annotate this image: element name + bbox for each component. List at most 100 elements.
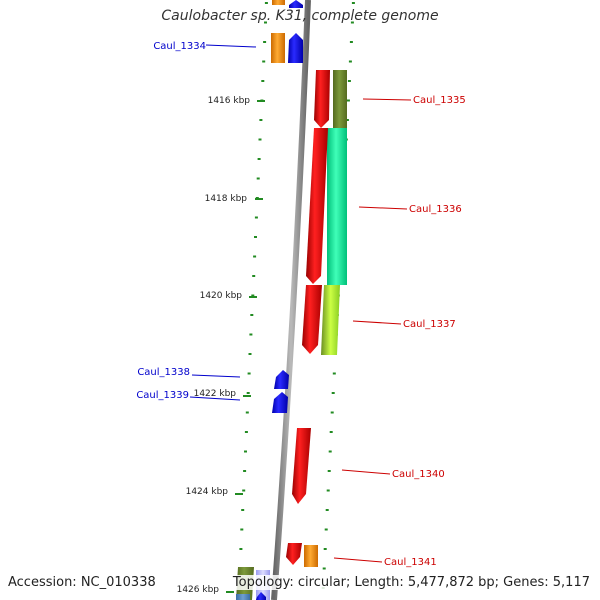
leader-1337 — [352, 320, 402, 325]
cog-block-1334-a[interactable] — [272, 0, 285, 5]
inner-tick — [257, 158, 261, 160]
inner-tick — [251, 294, 255, 297]
gene-arrow-1340[interactable] — [292, 428, 311, 504]
outer-tick — [329, 431, 333, 433]
inner-tick — [247, 372, 251, 375]
inner-tick — [262, 60, 266, 63]
outer-tick — [326, 489, 330, 492]
gene-label-1334[interactable]: Caul_1334 — [153, 41, 206, 52]
gene-arrow-1339[interactable] — [272, 392, 288, 413]
inner-tick — [264, 21, 267, 24]
gene-arrow-1337[interactable] — [302, 285, 322, 354]
outer-tick — [327, 470, 331, 472]
inner-tick — [240, 528, 244, 531]
kbp-major-tick — [243, 395, 251, 397]
inner-tick — [254, 216, 258, 219]
outer-tick — [328, 450, 332, 453]
inner-tick — [261, 80, 265, 82]
inner-tick — [243, 470, 247, 472]
gene-arrow-1341[interactable] — [286, 543, 302, 565]
cog-block-1337[interactable] — [321, 285, 340, 355]
kbp-major-ticks — [226, 100, 265, 593]
kbp-scale: 1416 kbp 1418 kbp 1420 kbp 1422 kbp 1424… — [177, 96, 251, 595]
inner-tick — [263, 41, 267, 43]
inner-tick — [258, 138, 262, 141]
outer-tick — [325, 509, 329, 511]
inner-tick — [246, 392, 250, 394]
gene-arrow-1336[interactable] — [306, 128, 328, 284]
leader-1341 — [333, 557, 383, 563]
gene-arrow-1342-partial[interactable] — [256, 592, 266, 600]
label-leaders — [189, 44, 412, 563]
inner-tick — [249, 333, 253, 336]
gene-label-1338[interactable]: Caul_1338 — [137, 367, 190, 378]
scale-label-1416: 1416 kbp — [208, 96, 251, 106]
gene-label-1337[interactable]: Caul_1337 — [403, 319, 456, 330]
gene-label-1341[interactable]: Caul_1341 — [384, 557, 437, 568]
gene-arrow-1334-partial[interactable] — [289, 0, 303, 8]
leader-1335 — [362, 98, 412, 101]
leader-1340 — [341, 469, 391, 475]
kbp-major-tick — [249, 296, 257, 298]
outer-tick — [324, 528, 328, 531]
gene-arrows — [256, 0, 330, 600]
inner-tick — [245, 411, 249, 414]
scale-label-1426: 1426 kbp — [177, 585, 220, 595]
inner-tick — [244, 450, 247, 453]
genome-summary-text: Topology: circular; Length: 5,477,872 bp… — [232, 575, 590, 590]
gene-arrow-1334[interactable] — [288, 33, 303, 63]
inner-tick — [259, 119, 263, 121]
gene-arrow-1335[interactable] — [314, 70, 330, 128]
outer-tick — [330, 411, 334, 414]
kbp-major-tick — [255, 198, 263, 200]
outer-tick — [347, 80, 351, 82]
inner-tick — [239, 548, 243, 550]
inner-tick — [253, 255, 257, 258]
outer-tick — [351, 2, 355, 4]
inner-tick — [264, 2, 268, 4]
kbp-major-tick — [226, 591, 234, 593]
scale-label-1418: 1418 kbp — [205, 194, 248, 204]
scale-label-1422: 1422 kbp — [194, 389, 237, 399]
gene-label-1339[interactable]: Caul_1339 — [136, 390, 189, 401]
gene-labels: Caul_1334 Caul_1335 Caul_1336 Caul_1337 … — [136, 41, 465, 568]
cog-block-1341[interactable] — [304, 545, 318, 567]
inner-tick — [242, 489, 246, 492]
cog-block-1334-b[interactable] — [271, 33, 285, 63]
cog-block-1336[interactable] — [327, 128, 347, 285]
inner-tick — [256, 177, 260, 180]
inner-tick-ring — [237, 2, 268, 589]
outer-tick — [348, 60, 352, 63]
accession-text: Accession: NC_010338 — [8, 575, 156, 590]
cog-block-1342-b[interactable] — [236, 594, 250, 600]
gene-label-1336[interactable]: Caul_1336 — [409, 204, 462, 215]
inner-tick — [254, 236, 257, 238]
leader-1336 — [358, 206, 408, 210]
cog-block-1335[interactable] — [333, 70, 347, 128]
outer-tick — [349, 41, 353, 43]
inner-tick — [252, 275, 256, 277]
leader-1338 — [191, 374, 241, 378]
scale-label-1420: 1420 kbp — [200, 291, 243, 301]
outer-tick — [322, 567, 326, 570]
kbp-major-tick — [235, 493, 243, 495]
outer-tick — [332, 372, 336, 375]
genome-backbone — [271, 0, 311, 600]
outer-tick — [331, 392, 335, 394]
kbp-major-tick — [257, 100, 265, 102]
scale-label-1424: 1424 kbp — [186, 487, 229, 497]
outer-tick — [323, 548, 327, 550]
gene-arrow-1338[interactable] — [274, 370, 289, 389]
inner-tick — [248, 353, 252, 355]
inner-tick — [250, 314, 254, 316]
genome-title: Caulobacter sp. K31, complete genome — [161, 8, 439, 24]
inner-tick — [241, 509, 245, 511]
outer-tick — [346, 99, 350, 102]
inner-tick — [244, 431, 248, 433]
outer-tick — [350, 21, 354, 24]
leader-1339 — [189, 396, 241, 401]
gene-label-1340[interactable]: Caul_1340 — [392, 469, 445, 480]
gene-label-1335[interactable]: Caul_1335 — [413, 95, 466, 106]
